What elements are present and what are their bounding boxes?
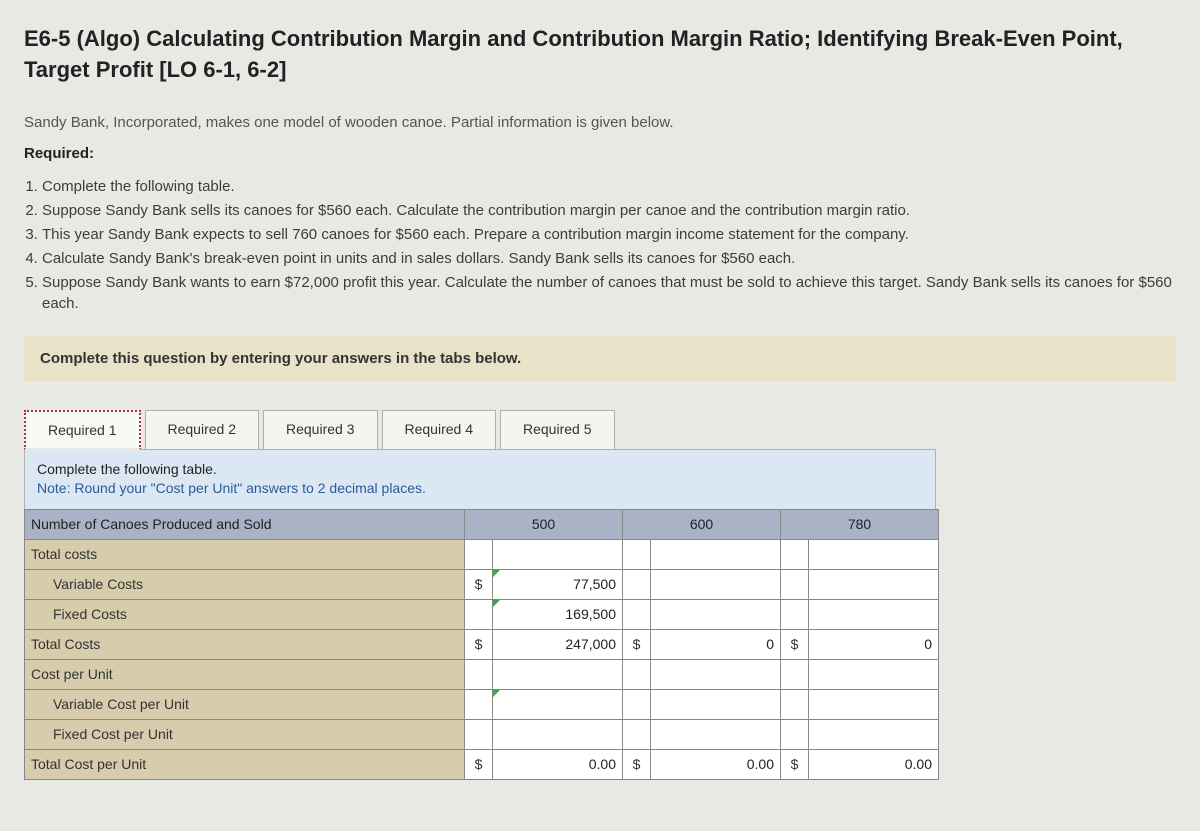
row-label: Fixed Cost per Unit <box>25 719 465 749</box>
row-label: Total Cost per Unit <box>25 749 465 779</box>
value-cell <box>809 569 939 599</box>
value-cell <box>809 659 939 689</box>
intro-text: Sandy Bank, Incorporated, makes one mode… <box>24 114 1176 131</box>
value-cell <box>493 659 623 689</box>
tab-required-4[interactable]: Required 4 <box>382 410 497 450</box>
currency-cell <box>781 569 809 599</box>
panel-note: Complete the following table. Note: Roun… <box>24 449 936 509</box>
value-cell <box>809 599 939 629</box>
row-label: Cost per Unit <box>25 659 465 689</box>
row-label: Fixed Costs <box>25 599 465 629</box>
requirement-item: Suppose Sandy Bank wants to earn $72,000… <box>42 272 1176 314</box>
table-row: Cost per Unit <box>25 659 939 689</box>
data-table: Number of Canoes Produced and Sold 500 6… <box>24 509 939 780</box>
table-row: Variable Costs$77,500 <box>25 569 939 599</box>
requirement-item: Calculate Sandy Bank's break-even point … <box>42 248 1176 269</box>
currency-cell: $ <box>465 749 493 779</box>
table-col-780: 780 <box>781 509 939 539</box>
value-cell[interactable]: 77,500 <box>493 569 623 599</box>
value-cell <box>651 599 781 629</box>
requirement-item: This year Sandy Bank expects to sell 760… <box>42 224 1176 245</box>
value-cell <box>809 539 939 569</box>
table-col-500: 500 <box>465 509 623 539</box>
value-cell <box>809 719 939 749</box>
value-cell <box>809 689 939 719</box>
value-cell: 247,000 <box>493 629 623 659</box>
value-cell: 0.00 <box>809 749 939 779</box>
currency-cell: $ <box>781 629 809 659</box>
value-cell <box>651 569 781 599</box>
table-row: Variable Cost per Unit <box>25 689 939 719</box>
currency-cell: $ <box>623 749 651 779</box>
requirement-item: Complete the following table. <box>42 176 1176 197</box>
table-row: Fixed Cost per Unit <box>25 719 939 749</box>
tab-required-3[interactable]: Required 3 <box>263 410 378 450</box>
tabs-container: Required 1 Required 2 Required 3 Require… <box>24 409 1176 449</box>
value-cell: 0 <box>651 629 781 659</box>
row-label: Variable Cost per Unit <box>25 689 465 719</box>
value-cell <box>493 539 623 569</box>
currency-cell <box>465 539 493 569</box>
table-row: Total Cost per Unit$0.00$0.00$0.00 <box>25 749 939 779</box>
table-row: Total Costs$247,000$0$0 <box>25 629 939 659</box>
requirement-item: Suppose Sandy Bank sells its canoes for … <box>42 200 1176 221</box>
panel-note-line2: Note: Round your "Cost per Unit" answers… <box>37 479 923 499</box>
currency-cell: $ <box>623 629 651 659</box>
currency-cell: $ <box>465 629 493 659</box>
row-label: Total costs <box>25 539 465 569</box>
instruction-bar: Complete this question by entering your … <box>24 336 1176 381</box>
value-cell[interactable] <box>493 689 623 719</box>
currency-cell <box>623 719 651 749</box>
value-cell: 0.00 <box>493 749 623 779</box>
value-cell <box>651 689 781 719</box>
currency-cell: $ <box>781 749 809 779</box>
table-row: Fixed Costs 169,500 <box>25 599 939 629</box>
currency-cell <box>781 689 809 719</box>
table-header-label: Number of Canoes Produced and Sold <box>25 509 465 539</box>
value-cell <box>493 719 623 749</box>
required-label: Required: <box>24 145 1176 162</box>
currency-cell <box>465 599 493 629</box>
currency-cell <box>623 659 651 689</box>
value-cell[interactable]: 169,500 <box>493 599 623 629</box>
tab-required-1[interactable]: Required 1 <box>24 410 141 450</box>
value-cell <box>651 659 781 689</box>
currency-cell <box>465 689 493 719</box>
currency-cell <box>781 539 809 569</box>
currency-cell <box>623 689 651 719</box>
requirements-list: Complete the following table. Suppose Sa… <box>42 176 1176 314</box>
tab-required-5[interactable]: Required 5 <box>500 410 615 450</box>
currency-cell <box>623 599 651 629</box>
currency-cell <box>623 569 651 599</box>
tab-required-2[interactable]: Required 2 <box>145 410 260 450</box>
currency-cell <box>623 539 651 569</box>
currency-cell <box>465 659 493 689</box>
currency-cell <box>781 599 809 629</box>
row-label: Total Costs <box>25 629 465 659</box>
table-row: Total costs <box>25 539 939 569</box>
value-cell: 0.00 <box>651 749 781 779</box>
value-cell <box>651 719 781 749</box>
currency-cell <box>781 659 809 689</box>
panel-note-line1: Complete the following table. <box>37 460 923 480</box>
row-label: Variable Costs <box>25 569 465 599</box>
value-cell <box>651 539 781 569</box>
page-title: E6-5 (Algo) Calculating Contribution Mar… <box>24 24 1176 86</box>
currency-cell <box>781 719 809 749</box>
value-cell: 0 <box>809 629 939 659</box>
currency-cell <box>465 719 493 749</box>
currency-cell: $ <box>465 569 493 599</box>
table-col-600: 600 <box>623 509 781 539</box>
